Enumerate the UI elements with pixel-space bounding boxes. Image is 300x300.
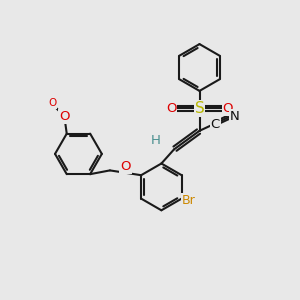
Text: H: H (151, 134, 161, 147)
Text: O: O (59, 110, 70, 123)
Text: Br: Br (182, 194, 195, 207)
Text: S: S (195, 101, 204, 116)
Text: O: O (223, 102, 233, 115)
Text: C: C (210, 118, 220, 131)
Text: O: O (166, 102, 176, 115)
Text: O: O (49, 98, 57, 108)
Text: N: N (230, 110, 239, 123)
Text: O: O (120, 160, 131, 173)
